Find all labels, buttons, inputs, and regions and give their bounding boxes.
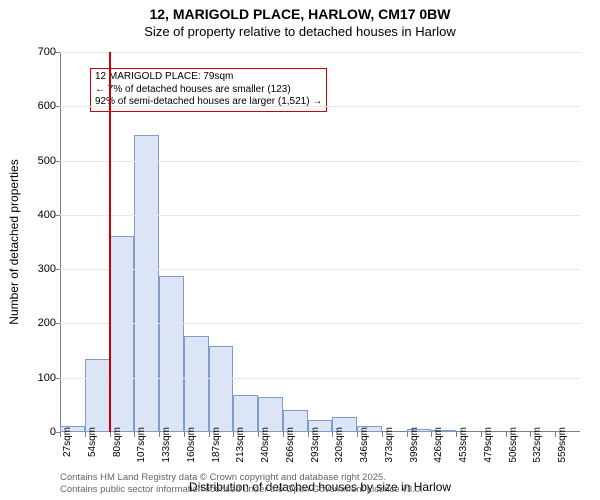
x-tick-label: 559sqm bbox=[557, 427, 568, 463]
histogram-bar bbox=[110, 236, 135, 433]
histogram-bar bbox=[209, 346, 234, 432]
x-tick-mark bbox=[258, 432, 259, 437]
gridline bbox=[60, 269, 580, 270]
x-tick-mark bbox=[60, 432, 61, 437]
x-tick-label: 213sqm bbox=[235, 427, 246, 463]
x-tick-mark bbox=[308, 432, 309, 437]
y-tick-mark bbox=[55, 269, 60, 270]
x-tick-label: 346sqm bbox=[359, 427, 370, 463]
y-tick-label: 100 bbox=[26, 372, 56, 384]
x-tick-mark bbox=[110, 432, 111, 437]
y-tick-mark bbox=[55, 52, 60, 53]
histogram-bar bbox=[134, 135, 159, 432]
y-tick-label: 200 bbox=[26, 317, 56, 329]
x-tick-mark bbox=[85, 432, 86, 437]
x-tick-label: 187sqm bbox=[211, 427, 222, 463]
y-tick-mark bbox=[55, 378, 60, 379]
x-tick-label: 479sqm bbox=[483, 427, 494, 463]
x-tick-label: 426sqm bbox=[433, 427, 444, 463]
attribution-text: Contains HM Land Registry data © Crown c… bbox=[60, 472, 423, 496]
y-tick-label: 600 bbox=[26, 100, 56, 112]
y-tick-label: 700 bbox=[26, 46, 56, 58]
attribution-line2: Contains public sector information licen… bbox=[60, 484, 423, 496]
x-tick-label: 399sqm bbox=[409, 427, 420, 463]
y-tick-mark bbox=[55, 106, 60, 107]
y-tick-label: 500 bbox=[26, 155, 56, 167]
y-tick-label: 400 bbox=[26, 209, 56, 221]
gridline bbox=[60, 215, 580, 216]
gridline bbox=[60, 106, 580, 107]
gridline bbox=[60, 323, 580, 324]
chart-title-line2: Size of property relative to detached ho… bbox=[0, 24, 600, 39]
x-tick-mark bbox=[184, 432, 185, 437]
plot-area: Number of detached properties Distributi… bbox=[60, 52, 580, 432]
x-tick-mark bbox=[481, 432, 482, 437]
attribution-line1: Contains HM Land Registry data © Crown c… bbox=[60, 472, 423, 484]
x-tick-mark bbox=[407, 432, 408, 437]
x-tick-mark bbox=[283, 432, 284, 437]
gridline bbox=[60, 161, 580, 162]
y-tick-label: 0 bbox=[26, 426, 56, 438]
x-tick-mark bbox=[506, 432, 507, 437]
x-tick-label: 453sqm bbox=[458, 427, 469, 463]
histogram-bar bbox=[184, 336, 209, 432]
x-tick-label: 506sqm bbox=[508, 427, 519, 463]
x-tick-label: 320sqm bbox=[334, 427, 345, 463]
x-tick-label: 133sqm bbox=[161, 427, 172, 463]
x-tick-label: 27sqm bbox=[62, 427, 73, 457]
gridline bbox=[60, 52, 580, 53]
histogram-bar bbox=[85, 359, 110, 432]
marker-line bbox=[109, 52, 111, 432]
chart-root: 12, MARIGOLD PLACE, HARLOW, CM17 0BW Siz… bbox=[0, 0, 600, 500]
y-tick-label: 300 bbox=[26, 263, 56, 275]
x-tick-label: 107sqm bbox=[136, 427, 147, 463]
y-axis-label: Number of detached properties bbox=[7, 159, 21, 324]
x-tick-label: 80sqm bbox=[112, 427, 123, 457]
x-tick-mark bbox=[382, 432, 383, 437]
histogram-bar bbox=[159, 276, 184, 432]
gridline bbox=[60, 378, 580, 379]
x-tick-label: 266sqm bbox=[285, 427, 296, 463]
chart-title-line1: 12, MARIGOLD PLACE, HARLOW, CM17 0BW bbox=[0, 6, 600, 22]
x-tick-label: 54sqm bbox=[87, 427, 98, 457]
annotation-box: 12 MARIGOLD PLACE: 79sqm← 7% of detached… bbox=[90, 68, 327, 112]
x-tick-mark bbox=[209, 432, 210, 437]
x-tick-label: 293sqm bbox=[310, 427, 321, 463]
y-tick-mark bbox=[55, 161, 60, 162]
annotation-line: ← 7% of detached houses are smaller (123… bbox=[95, 84, 322, 97]
y-tick-mark bbox=[55, 215, 60, 216]
y-tick-mark bbox=[55, 323, 60, 324]
x-tick-label: 160sqm bbox=[186, 427, 197, 463]
x-tick-label: 532sqm bbox=[532, 427, 543, 463]
annotation-line: 12 MARIGOLD PLACE: 79sqm bbox=[95, 71, 322, 84]
x-tick-mark bbox=[357, 432, 358, 437]
x-tick-label: 373sqm bbox=[384, 427, 395, 463]
x-tick-mark bbox=[159, 432, 160, 437]
x-tick-label: 240sqm bbox=[260, 427, 271, 463]
